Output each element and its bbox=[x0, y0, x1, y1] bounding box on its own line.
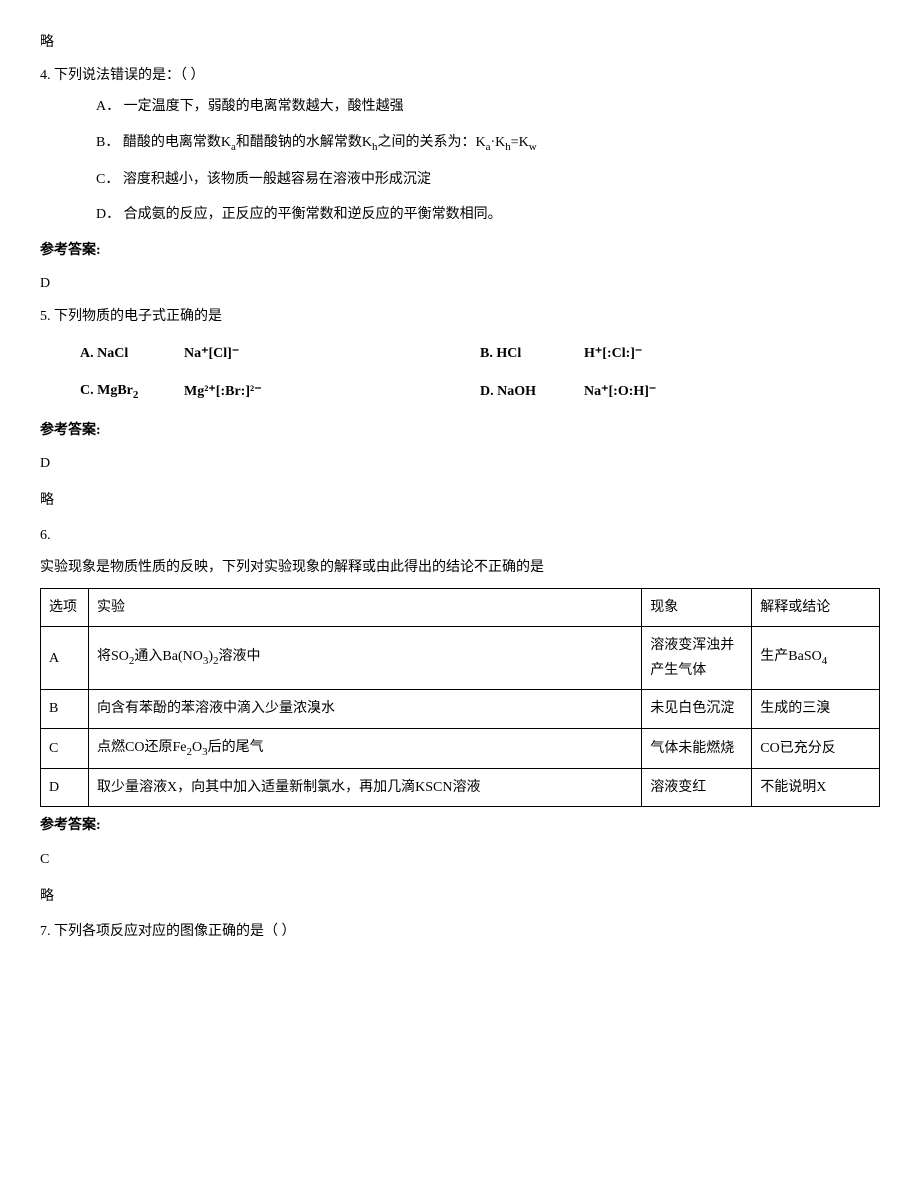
omit-text: 略 bbox=[40, 884, 880, 909]
table-row: B 向含有苯酚的苯溶液中滴入少量浓溴水 未见白色沉淀 生成的三溴 bbox=[41, 690, 880, 728]
cell-exp: 向含有苯酚的苯溶液中滴入少量浓溴水 bbox=[89, 690, 642, 728]
cell-exp: 将SO2通入Ba(NO3)2溶液中 bbox=[89, 627, 642, 690]
table-header-row: 选项 实验 现象 解释或结论 bbox=[41, 588, 880, 626]
omit-text: 略 bbox=[40, 488, 880, 513]
opt-formula: Na⁺[:O:H]⁻ bbox=[584, 379, 656, 404]
opt-text: 和醋酸钠的水解常数K bbox=[236, 135, 372, 150]
q5-option-b: B. HCl H⁺[:Cl:]⁻ bbox=[480, 341, 642, 366]
opt-text: 之间的关系为：K bbox=[377, 135, 485, 150]
q4-option-b: B． 醋酸的电离常数Ka和醋酸钠的水解常数Kh之间的关系为：Ka·Kh=Kw bbox=[96, 130, 880, 158]
omit-text: 略 bbox=[40, 30, 880, 55]
opt-text: =K bbox=[511, 135, 529, 150]
table-row: D 取少量溶液X，向其中加入适量新制氯水，再加几滴KSCN溶液 溶液变红 不能说… bbox=[41, 769, 880, 807]
opt-letter: B． bbox=[96, 130, 119, 155]
cell-phenom: 气体未能燃烧 bbox=[642, 728, 752, 769]
q4-answer: D bbox=[40, 271, 880, 296]
cell-concl: 生产BaSO4 bbox=[752, 627, 880, 690]
answer-label: 参考答案: bbox=[40, 813, 880, 838]
q5-option-c: C. MgBr2 Mg²⁺[:Br:]²⁻ bbox=[80, 378, 480, 406]
q6-num: 6. bbox=[40, 523, 880, 548]
q7-intro: 7. 下列各项反应对应的图像正确的是（ ） bbox=[40, 919, 880, 944]
cell-opt: D bbox=[41, 769, 89, 807]
q4-option-d: D． 合成氨的反应，正反应的平衡常数和逆反应的平衡常数相同。 bbox=[96, 202, 880, 227]
opt-label: D. NaOH bbox=[480, 379, 560, 404]
opt-letter: D． bbox=[96, 202, 120, 227]
cell-exp: 点燃CO还原Fe2O3后的尾气 bbox=[89, 728, 642, 769]
opt-letter: A． bbox=[96, 94, 120, 119]
th-experiment: 实验 bbox=[89, 588, 642, 626]
q5-intro: 5. 下列物质的电子式正确的是 bbox=[40, 304, 880, 329]
opt-text: ·K bbox=[491, 135, 506, 150]
cell-concl: 不能说明X bbox=[752, 769, 880, 807]
cell-phenom: 溶液变红 bbox=[642, 769, 752, 807]
opt-label: A. NaCl bbox=[80, 341, 160, 366]
cell-concl: CO已充分反 bbox=[752, 728, 880, 769]
opt-formula: Na⁺[Cl]⁻ bbox=[184, 341, 239, 366]
sub: w bbox=[529, 140, 537, 152]
q4-option-a: A． 一定温度下，弱酸的电离常数越大，酸性越强 bbox=[96, 94, 880, 119]
electron-row-1: A. NaCl Na⁺[Cl]⁻ B. HCl H⁺[:Cl:]⁻ bbox=[80, 341, 880, 366]
cell-opt: A bbox=[41, 627, 89, 690]
opt-label: B. HCl bbox=[480, 341, 560, 366]
opt-letter: C． bbox=[96, 167, 119, 192]
th-conclusion: 解释或结论 bbox=[752, 588, 880, 626]
q5-option-d: D. NaOH Na⁺[:O:H]⁻ bbox=[480, 378, 656, 406]
answer-label: 参考答案: bbox=[40, 418, 880, 443]
answer-label: 参考答案: bbox=[40, 238, 880, 263]
cell-concl: 生成的三溴 bbox=[752, 690, 880, 728]
electron-row-2: C. MgBr2 Mg²⁺[:Br:]²⁻ D. NaOH Na⁺[:O:H]⁻ bbox=[80, 378, 880, 406]
q6-table: 选项 实验 现象 解释或结论 A 将SO2通入Ba(NO3)2溶液中 溶液变浑浊… bbox=[40, 588, 880, 808]
q4-intro: 4. 下列说法错误的是：（ ） bbox=[40, 63, 880, 88]
opt-formula: Mg²⁺[:Br:]²⁻ bbox=[184, 379, 262, 404]
q4-option-c: C． 溶度积越小，该物质一般越容易在溶液中形成沉淀 bbox=[96, 167, 880, 192]
opt-text: 合成氨的反应，正反应的平衡常数和逆反应的平衡常数相同。 bbox=[124, 207, 502, 222]
opt-text: 溶度积越小，该物质一般越容易在溶液中形成沉淀 bbox=[123, 172, 431, 187]
cell-phenom: 未见白色沉淀 bbox=[642, 690, 752, 728]
q6-answer: C bbox=[40, 847, 880, 872]
th-phenomenon: 现象 bbox=[642, 588, 752, 626]
opt-text: 一定温度下，弱酸的电离常数越大，酸性越强 bbox=[124, 99, 404, 114]
q5-answer: D bbox=[40, 451, 880, 476]
table-row: A 将SO2通入Ba(NO3)2溶液中 溶液变浑浊并产生气体 生产BaSO4 bbox=[41, 627, 880, 690]
opt-label: C. MgBr2 bbox=[80, 378, 160, 406]
cell-phenom: 溶液变浑浊并产生气体 bbox=[642, 627, 752, 690]
table-row: C 点燃CO还原Fe2O3后的尾气 气体未能燃烧 CO已充分反 bbox=[41, 728, 880, 769]
opt-formula: H⁺[:Cl:]⁻ bbox=[584, 341, 642, 366]
cell-opt: B bbox=[41, 690, 89, 728]
q6-intro: 实验现象是物质性质的反映，下列对实验现象的解释或由此得出的结论不正确的是 bbox=[40, 555, 880, 580]
q5-option-a: A. NaCl Na⁺[Cl]⁻ bbox=[80, 341, 480, 366]
th-option: 选项 bbox=[41, 588, 89, 626]
cell-exp: 取少量溶液X，向其中加入适量新制氯水，再加几滴KSCN溶液 bbox=[89, 769, 642, 807]
opt-text: 醋酸的电离常数K bbox=[123, 135, 231, 150]
cell-opt: C bbox=[41, 728, 89, 769]
